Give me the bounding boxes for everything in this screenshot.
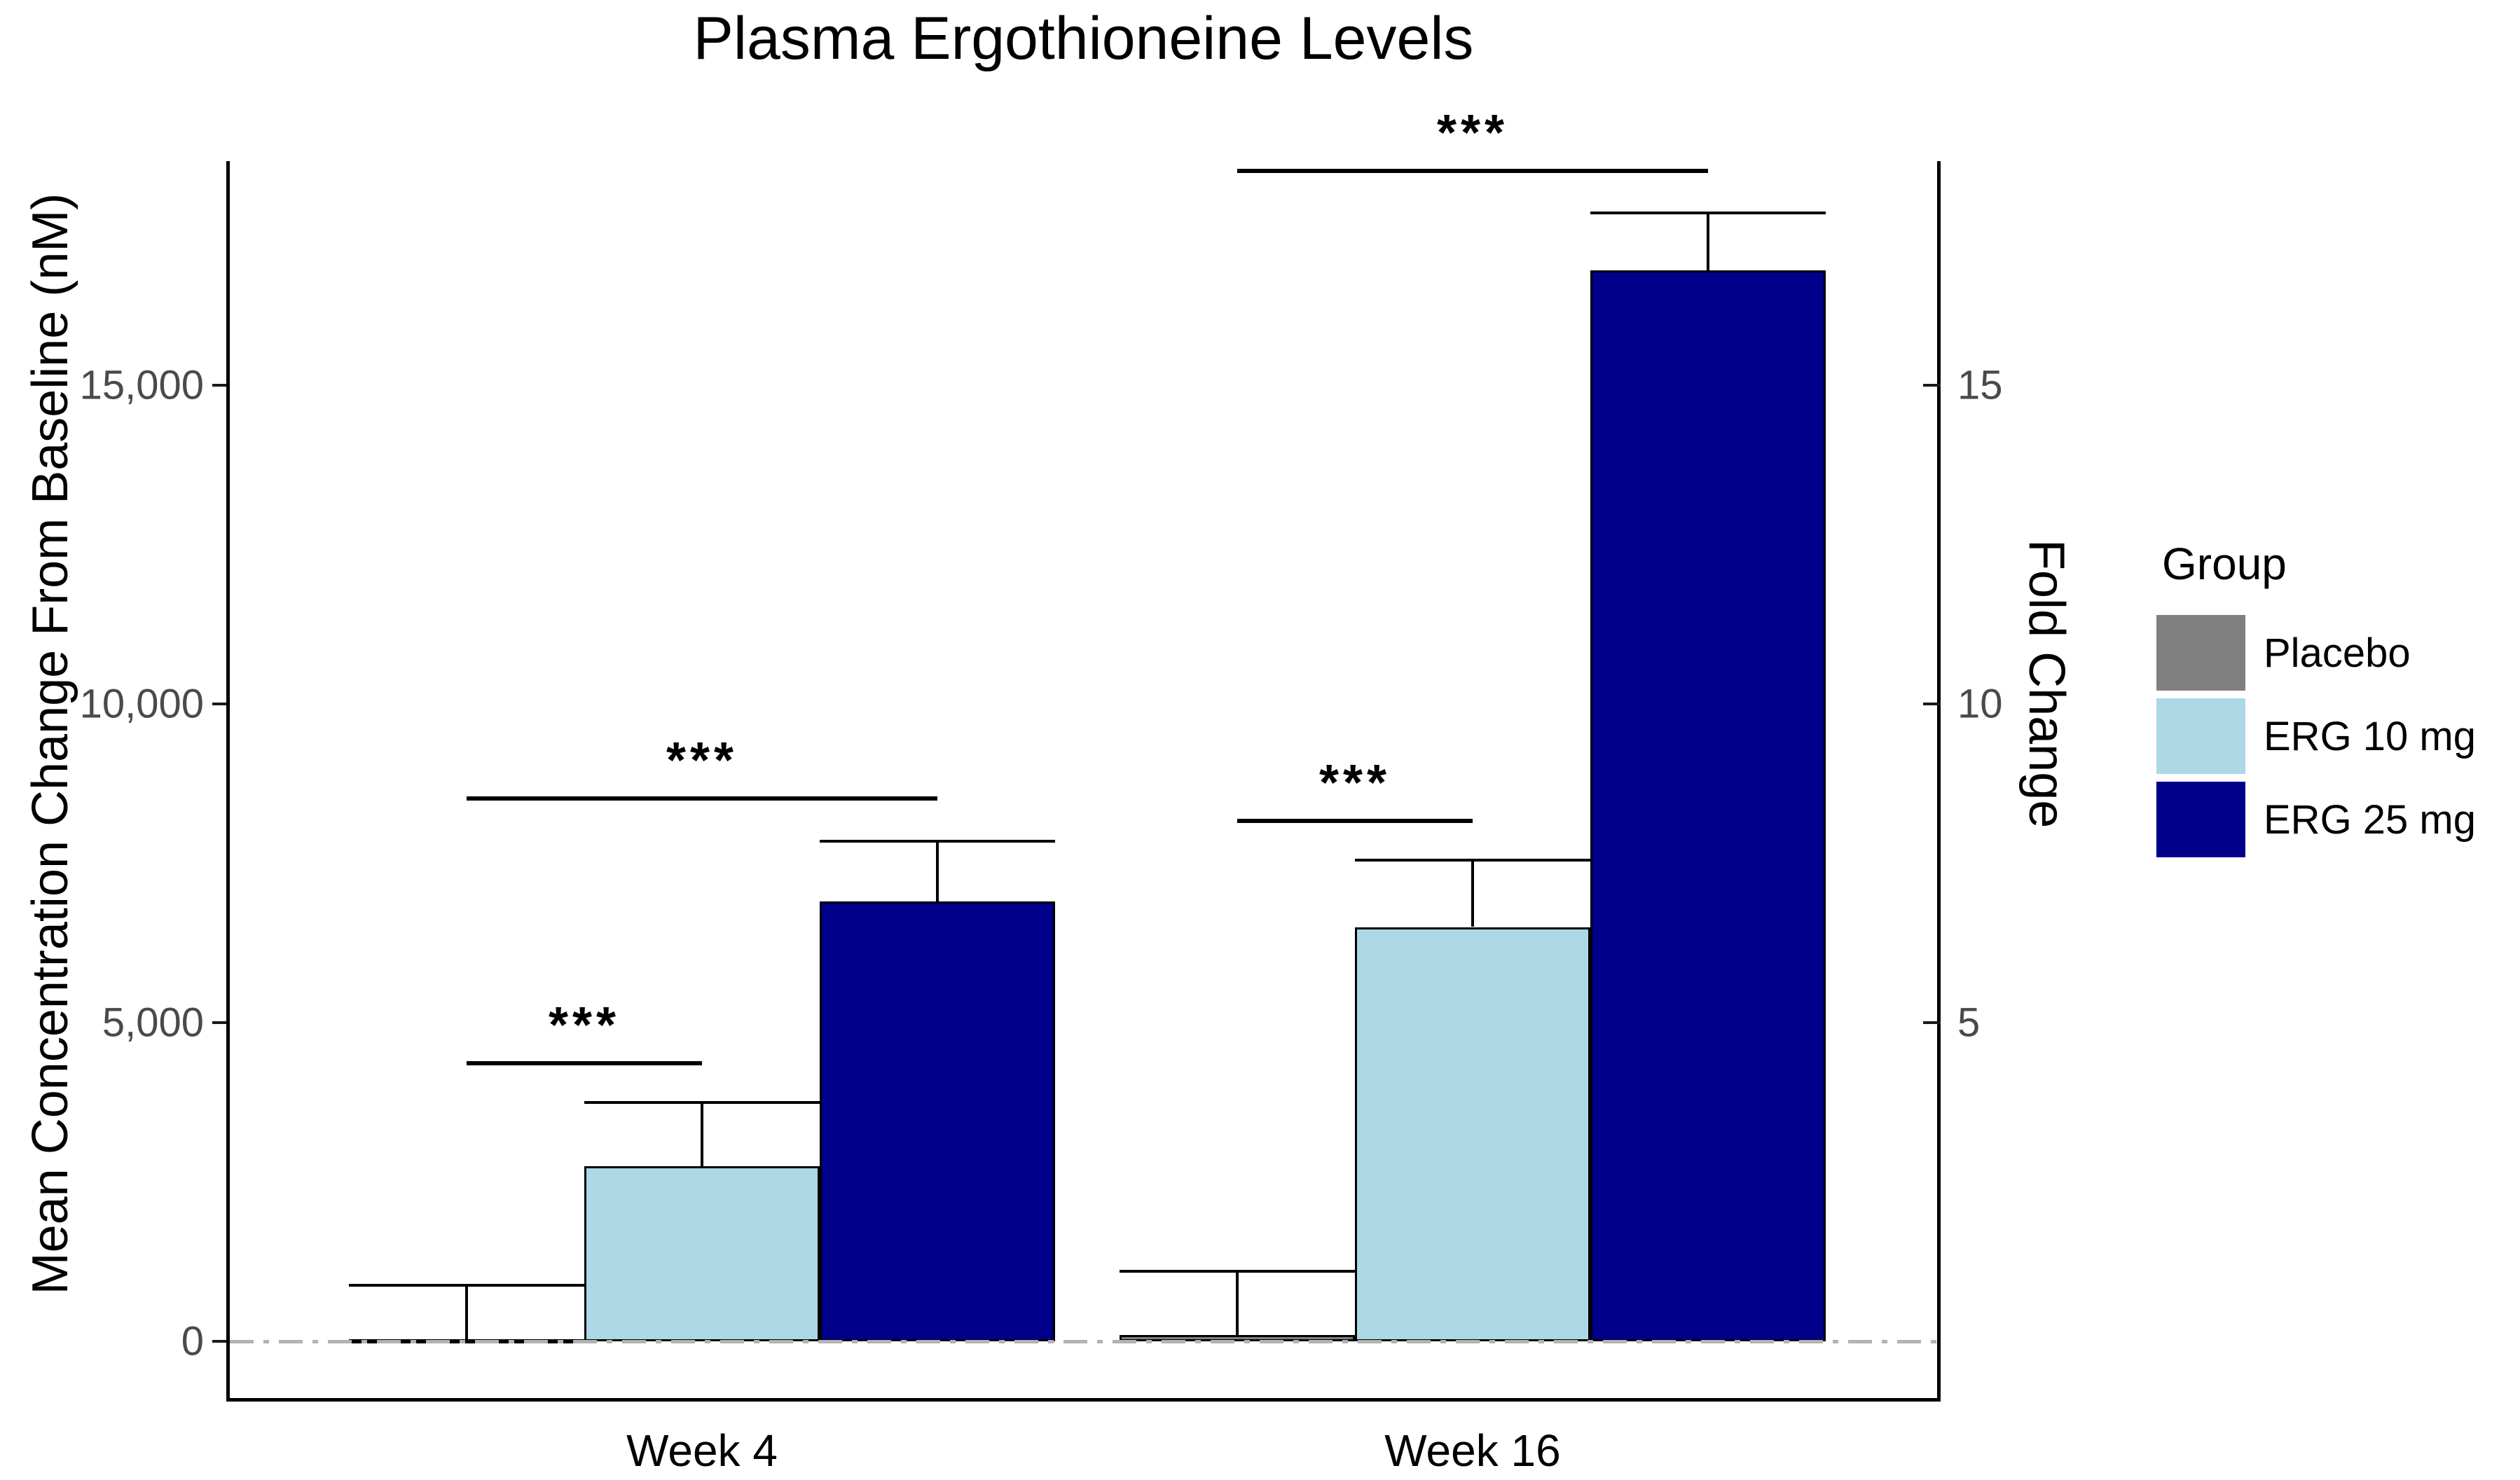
error-cap <box>820 839 1055 843</box>
error-whisker <box>1236 1271 1239 1335</box>
bottom-axis-spine <box>226 1398 1941 1402</box>
y-tick <box>212 1340 226 1343</box>
right-axis-spine <box>1937 161 1941 1402</box>
y2-tick-label: 10 <box>1957 681 2003 727</box>
legend-item-placebo: Placebo <box>2156 615 2476 691</box>
legend-label: ERG 25 mg <box>2264 796 2476 843</box>
significance-stars: *** <box>1436 104 1509 161</box>
significance-stars: *** <box>1318 754 1391 811</box>
legend-label: ERG 10 mg <box>2264 713 2476 759</box>
chart-title: Plasma Ergothioneine Levels <box>693 5 1474 72</box>
bar-erg-25-mg-week-16 <box>1590 270 1826 1341</box>
y-axis-title: Mean Concentration Change From Baseline … <box>22 193 78 1295</box>
error-whisker <box>1471 859 1474 927</box>
x-category-label: Week 16 <box>1384 1425 1561 1476</box>
y-tick-label: 10,000 <box>79 681 204 727</box>
significance-bracket <box>1237 168 1708 173</box>
y-tick <box>212 703 226 705</box>
bar-erg-25-mg-week-4 <box>820 901 1055 1341</box>
error-cap <box>1355 858 1590 862</box>
bar-erg-10-mg-week-16 <box>1355 927 1590 1341</box>
legend-item-erg-10-mg: ERG 10 mg <box>2156 698 2476 774</box>
legend-title: Group <box>2162 539 2287 589</box>
error-cap <box>1590 212 1826 215</box>
significance-stars: *** <box>548 997 621 1053</box>
y2-tick-label: 15 <box>1957 362 2003 408</box>
y2-tick <box>1923 703 1941 705</box>
x-category-label: Week 4 <box>626 1425 778 1476</box>
legend-swatch <box>2156 782 2245 857</box>
significance-bracket <box>1237 818 1473 823</box>
y2-axis-title: Fold Change <box>2018 539 2074 829</box>
plot-panel: *** *** *** *** 0 5,000 10,000 15,000 5 10 15 Wee… <box>80 105 2003 1476</box>
legend: Group Placebo ERG 10 mg ERG 25 mg <box>2156 538 2476 865</box>
y-tick-label: 15,000 <box>79 362 204 408</box>
error-whisker <box>936 841 939 902</box>
legend-swatch <box>2156 698 2245 774</box>
error-cap <box>584 1100 820 1104</box>
significance-bracket <box>467 796 937 801</box>
error-whisker <box>465 1285 468 1340</box>
y-tick-label: 5,000 <box>102 1000 204 1046</box>
y2-tick-label: 5 <box>1957 1000 1981 1046</box>
error-whisker <box>1707 213 1709 271</box>
y2-tick <box>1923 384 1941 387</box>
bar-erg-10-mg-week-4 <box>584 1166 820 1341</box>
legend-items: Placebo ERG 10 mg ERG 25 mg <box>2156 615 2476 857</box>
y-tick <box>212 384 226 387</box>
legend-label: Placebo <box>2264 630 2411 676</box>
legend-swatch <box>2156 615 2245 691</box>
legend-item-erg-25-mg: ERG 25 mg <box>2156 782 2476 857</box>
error-cap <box>349 1283 584 1287</box>
zero-baseline <box>230 1340 1937 1343</box>
y-tick-label: 0 <box>181 1318 204 1364</box>
error-cap <box>1120 1269 1355 1273</box>
left-axis-spine <box>226 161 230 1402</box>
y-tick <box>212 1021 226 1024</box>
significance-bracket <box>467 1060 702 1065</box>
significance-stars: *** <box>666 732 738 789</box>
error-whisker <box>701 1102 703 1166</box>
y2-tick <box>1923 1021 1941 1024</box>
